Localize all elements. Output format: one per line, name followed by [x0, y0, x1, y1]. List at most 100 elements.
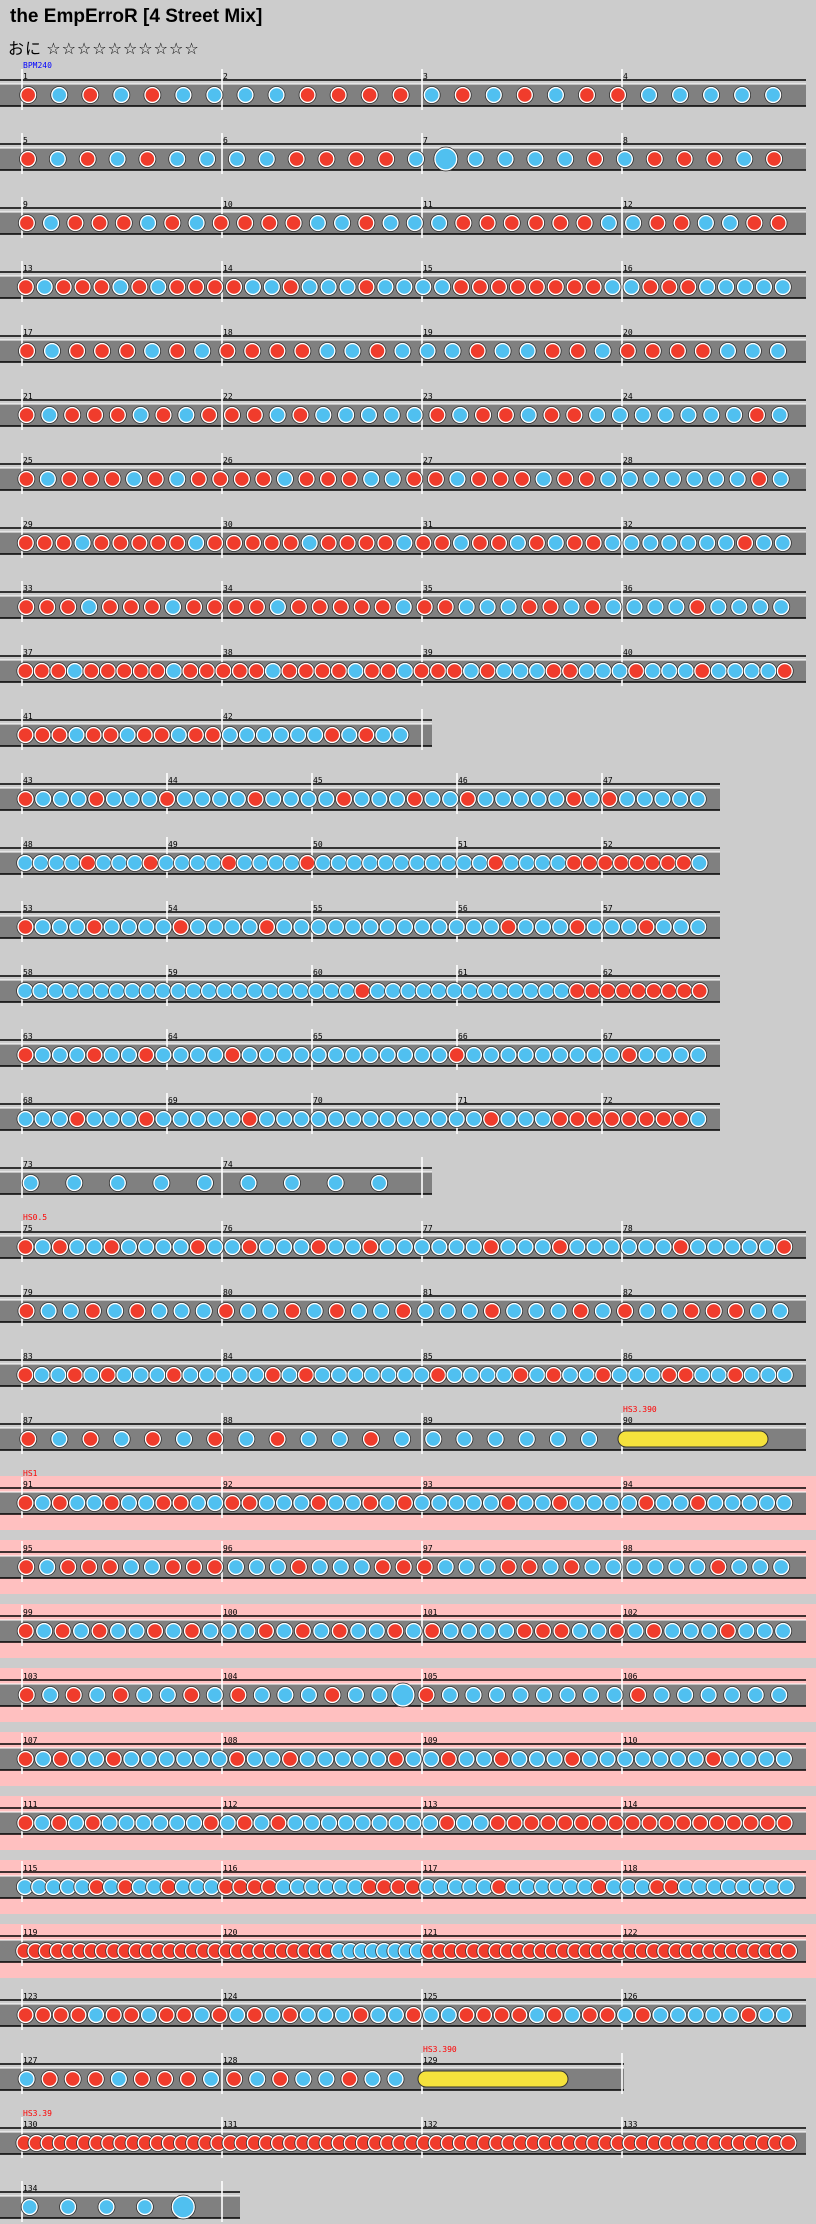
note-outline — [106, 1302, 125, 1320]
don-note — [363, 662, 381, 680]
note-outline — [281, 534, 300, 552]
ka-note — [379, 1046, 396, 1064]
note-outline — [53, 1622, 72, 1640]
don-note — [330, 662, 348, 680]
measure-number: 42 — [223, 712, 233, 721]
ka-note — [771, 406, 788, 424]
measure-number: 66 — [458, 1032, 468, 1041]
note-outline — [635, 790, 654, 808]
note-outline — [428, 406, 447, 424]
note-outline — [717, 534, 735, 552]
measure-number: 17 — [23, 328, 33, 337]
ka-note — [475, 1750, 493, 1768]
note-outline — [730, 1558, 749, 1576]
ka-note — [39, 470, 57, 488]
measure-number: 6 — [223, 136, 228, 145]
measure-number: 41 — [23, 712, 33, 721]
ka-note — [165, 1622, 182, 1640]
don-note — [150, 534, 167, 552]
note-outline — [774, 1750, 793, 1768]
don-note — [590, 1814, 608, 1832]
ka-note — [605, 598, 622, 616]
don-note — [619, 342, 637, 360]
note-outline — [453, 86, 472, 104]
ka-note — [95, 854, 112, 872]
ka-note — [706, 1238, 724, 1256]
note-outline — [174, 86, 193, 104]
ka-note — [517, 1110, 534, 1128]
ka-note — [636, 790, 654, 808]
note-outline — [40, 2070, 59, 2088]
note-outline — [298, 86, 317, 104]
don-note — [740, 2006, 757, 2024]
note-outline — [382, 406, 401, 424]
don-note — [637, 1494, 655, 1512]
don-note — [780, 1942, 798, 1960]
ka-note — [176, 1750, 193, 1768]
ka-note — [643, 470, 660, 488]
note-outline — [535, 1686, 553, 1704]
note-outline — [196, 1174, 214, 1192]
ka-note — [679, 534, 697, 552]
don-note — [565, 790, 583, 808]
ka-note — [48, 854, 65, 872]
note-outline — [633, 2006, 652, 2024]
note-outline — [244, 534, 262, 552]
ka-note — [517, 1494, 534, 1512]
ka-note — [303, 1814, 321, 1832]
ka-note — [467, 150, 484, 168]
ka-note — [623, 534, 640, 552]
ka-note — [422, 2006, 440, 2024]
don-note — [572, 1302, 589, 1320]
don-note — [405, 2006, 422, 2024]
note-outline — [87, 790, 106, 808]
measure-number: 85 — [423, 1352, 433, 1361]
don-note — [206, 1558, 224, 1576]
don-note — [396, 1494, 414, 1512]
note-outline — [16, 1750, 35, 1768]
don-note — [19, 86, 37, 104]
note-outline — [669, 2006, 687, 2024]
ka-note — [471, 854, 489, 872]
ka-note — [372, 1302, 390, 1320]
note-outline — [608, 1622, 626, 1640]
ka-note — [456, 1430, 473, 1448]
don-note — [551, 1238, 569, 1256]
note-outline — [719, 342, 737, 360]
ka-note — [507, 982, 524, 1000]
note-outline — [736, 278, 754, 296]
ka-note — [110, 2070, 128, 2088]
note-outline — [468, 342, 487, 360]
ka-note — [238, 726, 256, 744]
note-outline — [622, 278, 641, 296]
note-outline — [38, 598, 57, 616]
don-note — [247, 790, 264, 808]
ka-note — [455, 1814, 473, 1832]
note-outline — [261, 1302, 280, 1320]
don-note — [669, 342, 687, 360]
ka-note — [318, 790, 335, 808]
note-outline — [448, 470, 467, 488]
don-note — [620, 1046, 638, 1064]
ka-note — [758, 1750, 775, 1768]
ka-note — [327, 1494, 345, 1512]
note-outline — [168, 278, 187, 296]
don-note — [19, 150, 37, 168]
note-outline — [310, 1558, 329, 1576]
don-note — [217, 1302, 235, 1320]
ka-note — [344, 342, 361, 360]
don-note — [458, 2006, 475, 2024]
note-outline — [520, 1558, 539, 1576]
note-outline — [268, 342, 287, 360]
ka-note — [174, 1878, 192, 1896]
chart-row: 9 10 11 12 — [0, 197, 806, 238]
don-note — [406, 790, 424, 808]
don-note — [231, 662, 249, 680]
note-outline — [583, 598, 602, 616]
note-outline — [352, 790, 371, 808]
ka-note — [654, 790, 671, 808]
don-note — [609, 86, 627, 104]
ka-note — [644, 1366, 661, 1384]
ka-note — [339, 278, 356, 296]
note-outline — [779, 2134, 798, 2152]
